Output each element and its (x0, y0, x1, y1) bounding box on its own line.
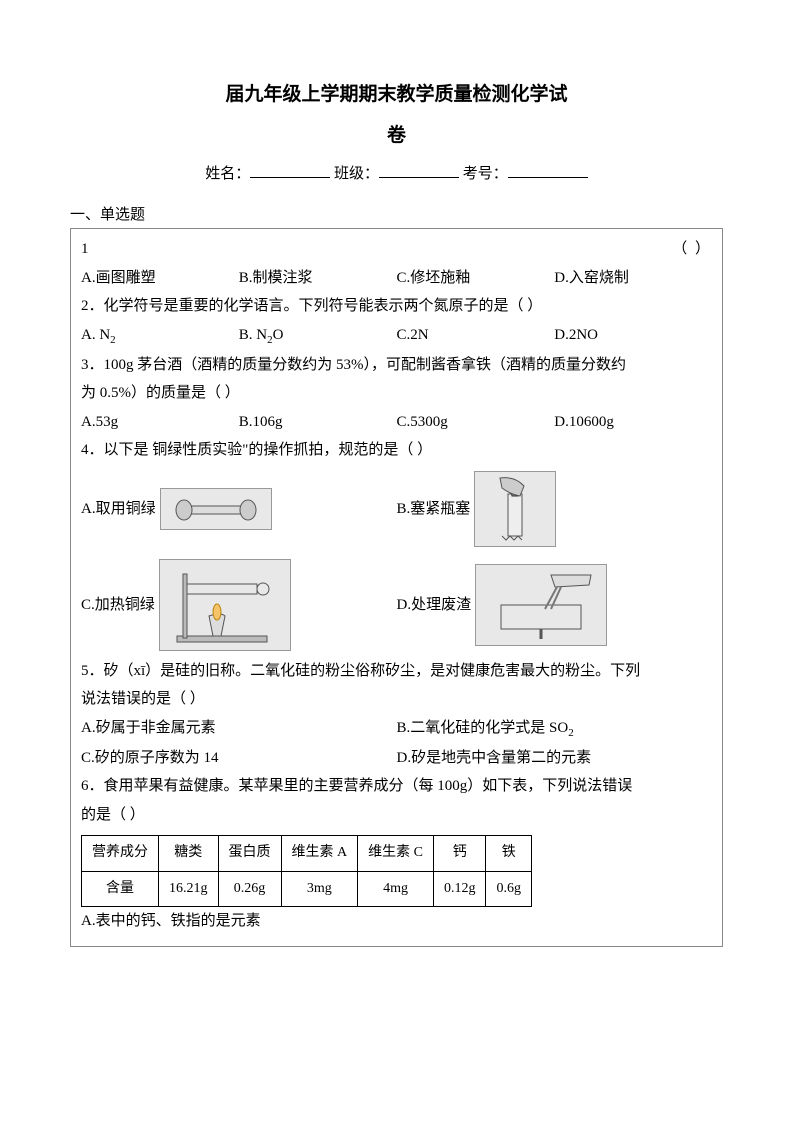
tube-hands-icon (166, 492, 266, 526)
q2-a-text: A. N (81, 327, 110, 343)
q1-opt-b: B.制模注浆 (239, 264, 397, 293)
q4-opt-a-row: A.取用铜绿 (81, 471, 397, 547)
blank-name[interactable] (250, 161, 330, 178)
q3-opt-c: C.5300g (397, 408, 555, 437)
q6-table: 营养成分 糖类 蛋白质 维生素 A 维生素 C 钙 铁 含量 16.21g 0.… (81, 835, 532, 907)
q2-b-text1: B. N (239, 327, 267, 343)
q4-opt-d-row: D.处理废渣 (397, 559, 713, 651)
th-5: 钙 (433, 836, 486, 872)
th-0: 营养成分 (82, 836, 159, 872)
section-1-title: 一、单选题 (70, 203, 723, 224)
td-2: 3mg (281, 871, 358, 907)
q1-options: A.画图雕塑 B.制模注浆 C.修坯施釉 D.入窑烧制 (81, 264, 712, 293)
th-6: 铁 (486, 836, 532, 872)
q5-opt-b: B.二氧化硅的化学式是 SO2 (397, 714, 713, 744)
table-value-row: 含量 16.21g 0.26g 3mg 4mg 0.12g 0.6g (82, 871, 532, 907)
q5-b-text: B.二氧化硅的化学式是 SO (397, 720, 569, 736)
q4-opt-c-row: C.加热铜绿 (81, 559, 397, 651)
q3-opt-d: D.10600g (554, 408, 712, 437)
q4-opt-d: D.处理废渣 (397, 591, 472, 620)
questions-box: 1 （ ） A.画图雕塑 B.制模注浆 C.修坯施釉 D.入窑烧制 2．化学符号… (70, 228, 723, 946)
q5-opt-d: D.矽是地壳中含量第二的元素 (397, 744, 713, 773)
q3-stem1: 3．100g 茅台酒（酒精的质量分数约为 53%），可配制酱香拿铁（酒精的质量分… (81, 351, 712, 380)
q3-opt-a: A.53g (81, 408, 239, 437)
label-class: 班级： (334, 166, 379, 182)
q1-opt-c: C.修坯施釉 (397, 264, 555, 293)
q3-opt-b: B.106g (239, 408, 397, 437)
q5-opt-a: A.矽属于非金属元素 (81, 714, 397, 744)
waste-sink-icon (481, 569, 601, 641)
q4-img-b (474, 471, 556, 547)
q1-opt-d: D.入窑烧制 (554, 264, 712, 293)
stopper-hand-icon (480, 476, 550, 542)
blank-examno[interactable] (508, 161, 588, 178)
q1-stem-row: 1 （ ） (81, 235, 712, 264)
q4-opt-a: A.取用铜绿 (81, 495, 156, 524)
q4-opt-b-row: B.塞紧瓶塞 (397, 471, 713, 547)
th-2: 蛋白质 (218, 836, 281, 872)
q4-img-a (160, 488, 272, 530)
q5-opt-c: C.矽的原子序数为 14 (81, 744, 397, 773)
q6-stem1: 6．食用苹果有益健康。某苹果里的主要营养成分（每 100g）如下表，下列说法错误 (81, 772, 712, 801)
label-examno: 考号： (463, 166, 508, 182)
q4-options: A.取用铜绿 B.塞紧瓶塞 (81, 465, 712, 657)
table-header-row: 营养成分 糖类 蛋白质 维生素 A 维生素 C 钙 铁 (82, 836, 532, 872)
th-4: 维生素 C (358, 836, 434, 872)
label-name: 姓名： (205, 166, 250, 182)
q2-opt-c: C.2N (397, 321, 555, 351)
q5-stem2: 说法错误的是（ ） (81, 685, 712, 714)
q2-stem: 2．化学符号是重要的化学语言。下列符号能表示两个氮原子的是（ ） (81, 292, 712, 321)
q2-opt-a: A. N2 (81, 321, 239, 351)
exam-title-line2: 卷 (70, 120, 723, 147)
q3-stem2: 为 0.5%）的质量是（ ） (81, 379, 712, 408)
q2-opt-d: D.2NO (554, 321, 712, 351)
header-fields: 姓名： 班级： 考号： (70, 161, 723, 183)
q5-options: A.矽属于非金属元素 B.二氧化硅的化学式是 SO2 C.矽的原子序数为 14 … (81, 714, 712, 772)
q4-opt-c: C.加热铜绿 (81, 591, 155, 620)
th-3: 维生素 A (281, 836, 358, 872)
q1-number: 1 (81, 235, 89, 264)
td-1: 0.26g (218, 871, 281, 907)
q6-opt-a: A.表中的钙、铁指的是元素 (81, 907, 712, 936)
q6-stem2: 的是（ ） (81, 801, 712, 830)
q1-paren: （ ） (672, 235, 712, 264)
q4-img-c (159, 559, 291, 651)
q3-options: A.53g B.106g C.5300g D.10600g (81, 408, 712, 437)
td-3: 4mg (358, 871, 434, 907)
td-0: 16.21g (159, 871, 219, 907)
blank-class[interactable] (379, 161, 459, 178)
exam-title-line1: 届九年级上学期期末教学质量检测化学试 (70, 80, 723, 110)
q4-opt-b: B.塞紧瓶塞 (397, 495, 471, 524)
q5-stem1: 5．矽（xī）是硅的旧称。二氧化硅的粉尘俗称矽尘，是对健康危害最大的粉尘。下列 (81, 657, 712, 686)
td-label: 含量 (82, 871, 159, 907)
th-1: 糖类 (159, 836, 219, 872)
q2-opt-b: B. N2O (239, 321, 397, 351)
heating-stand-icon (165, 564, 285, 646)
q1-opt-a: A.画图雕塑 (81, 264, 239, 293)
q4-img-d (475, 564, 607, 646)
q2-b-text2: O (273, 327, 284, 343)
q4-stem: 4．以下是 铜绿性质实验"的操作抓拍，规范的是（ ） (81, 436, 712, 465)
td-5: 0.6g (486, 871, 532, 907)
td-4: 0.12g (433, 871, 486, 907)
q2-options: A. N2 B. N2O C.2N D.2NO (81, 321, 712, 351)
